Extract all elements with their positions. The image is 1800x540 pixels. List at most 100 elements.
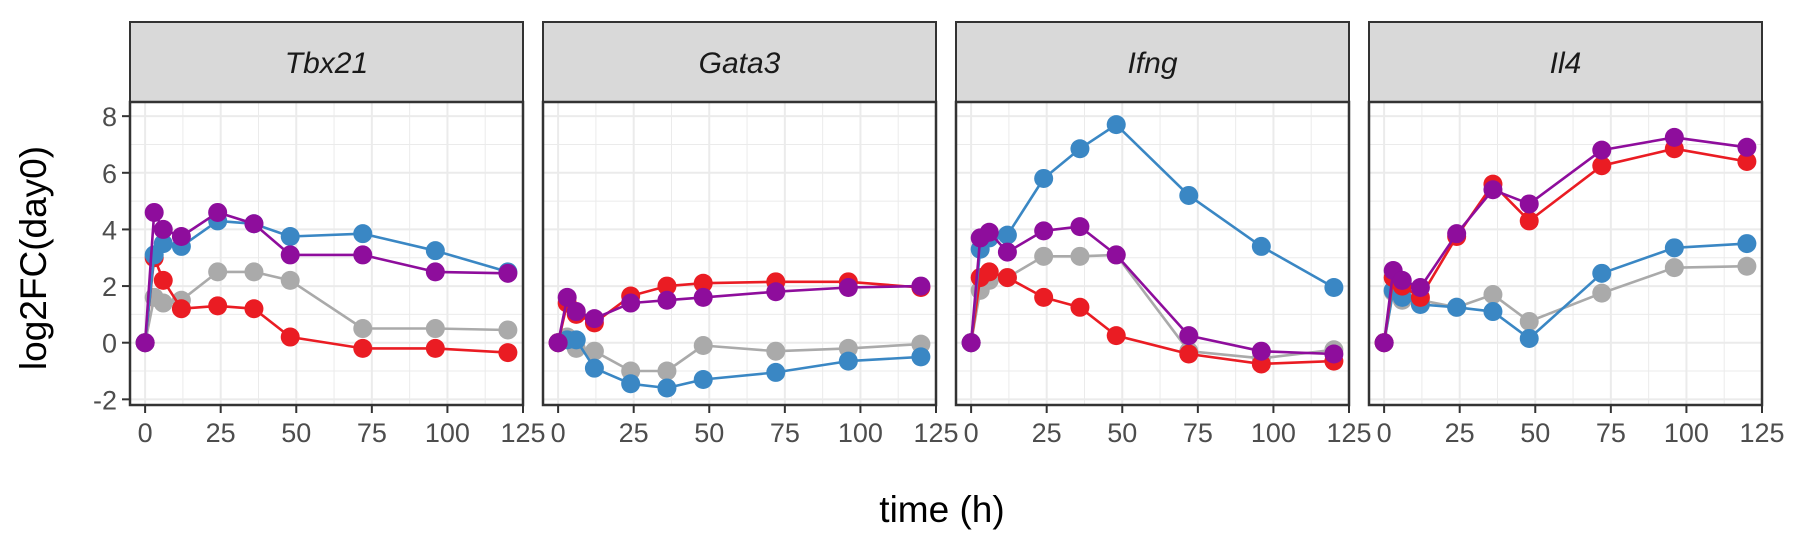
x-tick-label: 50	[1107, 418, 1137, 448]
x-tick-label: 50	[1520, 418, 1550, 448]
data-point	[425, 338, 445, 358]
data-point	[353, 224, 373, 244]
series-line	[143, 256, 508, 354]
data-point	[1519, 311, 1539, 331]
x-tick-label: 100	[1251, 418, 1296, 448]
data-point	[1392, 270, 1412, 290]
data-point	[1519, 194, 1539, 214]
series-purple	[961, 217, 1344, 364]
x-tick-label: 125	[1326, 418, 1371, 448]
data-point	[584, 309, 604, 329]
strip-label: Tbx21	[285, 47, 368, 80]
y-tick-label: 2	[102, 272, 117, 302]
data-point	[657, 290, 677, 310]
panel-border	[128, 100, 525, 407]
data-point	[1251, 341, 1271, 361]
data-point	[353, 338, 373, 358]
data-point	[1483, 180, 1503, 200]
panel-background	[543, 102, 936, 405]
data-point	[997, 242, 1017, 262]
x-tick-label: 25	[619, 418, 649, 448]
panel-border	[954, 100, 1351, 407]
strip-background	[542, 21, 937, 103]
data-point	[1070, 297, 1090, 317]
x-axis-title: time (h)	[879, 489, 1004, 530]
data-point	[838, 277, 858, 297]
panel-gata3: Gata3 0 25 50 75 100 125	[541, 21, 959, 448]
y-tick-label: -2	[93, 385, 117, 415]
strip-background	[955, 21, 1350, 103]
data-point	[1519, 211, 1539, 231]
series-purple	[1374, 127, 1757, 353]
data-point	[1483, 285, 1503, 305]
data-point	[1179, 326, 1199, 346]
data-point	[1034, 287, 1054, 307]
data-point	[144, 202, 164, 222]
x-tick-label: 25	[206, 418, 236, 448]
strip-label: Ifng	[1127, 47, 1177, 80]
data-point	[1737, 256, 1757, 276]
y-tick-label: 8	[102, 102, 117, 132]
data-point	[766, 362, 786, 382]
data-point	[1737, 137, 1757, 157]
data-point	[584, 358, 604, 378]
strip-background	[1368, 21, 1763, 103]
data-point	[353, 245, 373, 265]
data-point	[1592, 156, 1612, 176]
data-point	[280, 270, 300, 290]
x-tick-label: 25	[1032, 418, 1062, 448]
data-point	[425, 319, 445, 339]
data-point	[1519, 328, 1539, 348]
data-point	[1410, 277, 1430, 297]
data-point	[1106, 245, 1126, 265]
data-point	[1106, 326, 1126, 346]
panel-border	[1367, 100, 1764, 407]
data-point	[979, 262, 999, 282]
data-point	[1034, 246, 1054, 266]
x-tick-label: 0	[551, 418, 566, 448]
data-point	[153, 219, 173, 239]
data-point	[1179, 344, 1199, 364]
data-point	[1106, 115, 1126, 135]
x-tick-label: 25	[1445, 418, 1475, 448]
data-point	[153, 270, 173, 290]
data-point	[1070, 246, 1090, 266]
x-tick-label: 0	[138, 418, 153, 448]
data-point	[244, 299, 264, 319]
data-point	[621, 293, 641, 313]
x-tick-label: 100	[838, 418, 883, 448]
data-point	[1592, 283, 1612, 303]
x-tick-label: 75	[1183, 418, 1213, 448]
data-point	[693, 336, 713, 356]
data-point	[153, 293, 173, 313]
data-point	[911, 347, 931, 367]
data-point	[1251, 236, 1271, 256]
y-tick-label: 4	[102, 215, 117, 245]
data-point	[548, 333, 568, 353]
data-point	[979, 222, 999, 242]
strip-label: Gata3	[699, 47, 781, 80]
data-point	[766, 341, 786, 361]
x-tick-label: 75	[357, 418, 387, 448]
data-point	[498, 343, 518, 363]
data-point	[135, 333, 155, 353]
data-point	[353, 319, 373, 339]
data-point	[566, 302, 586, 322]
data-point	[171, 299, 191, 319]
data-point	[1070, 217, 1090, 237]
data-point	[153, 234, 173, 254]
data-point	[208, 296, 228, 316]
data-point	[1664, 238, 1684, 258]
x-tick-label: 50	[694, 418, 724, 448]
data-point	[693, 273, 713, 293]
x-tick-label: 100	[425, 418, 470, 448]
panel-ifng: Ifng 0 25 50 75 100 125	[954, 21, 1372, 448]
data-point	[961, 333, 981, 353]
data-point	[997, 225, 1017, 245]
data-point	[498, 263, 518, 283]
data-point	[1592, 140, 1612, 160]
data-point	[1664, 127, 1684, 147]
panel-background	[1369, 102, 1762, 405]
y-axis-title: log2FC(day0)	[13, 146, 54, 370]
y-tick-label: 0	[102, 329, 117, 359]
